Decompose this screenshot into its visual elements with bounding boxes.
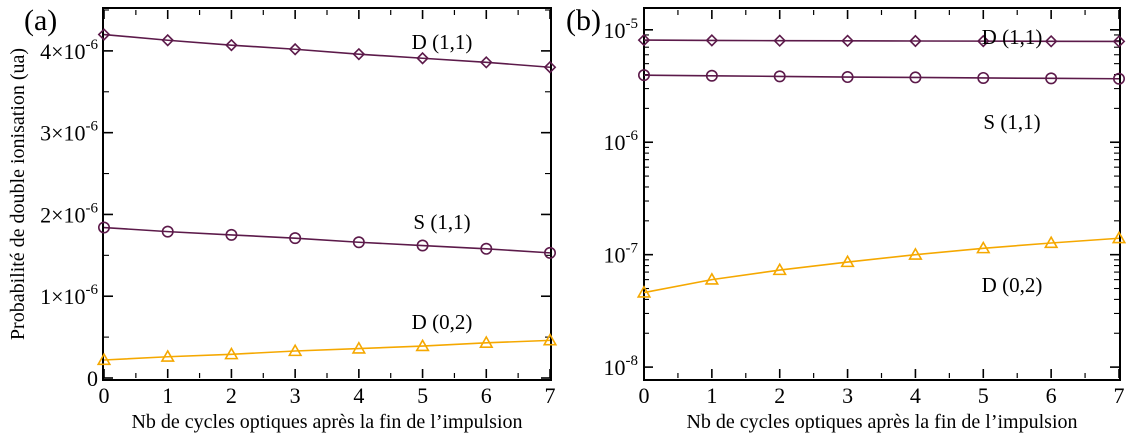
panel-b-series-label: D (1,1) [982, 25, 1043, 49]
panel-b-ytick-label: 10-5 [604, 16, 639, 43]
panel-b-diamond-marker [773, 34, 787, 48]
panel-a-ytick-label: 2×10-6 [40, 200, 98, 227]
panel-a-xlabel: Nb de cycles optiques après la fin de l’… [131, 411, 522, 433]
panel-a-xtick-label: 1 [162, 383, 173, 408]
panel-a-circle-marker [543, 246, 556, 259]
panel-b-diamond-marker [705, 34, 719, 47]
panel-b-series-group: D (1,1) S (1,1) D (0,2) [636, 25, 1126, 298]
panel-a-triangle-marker [351, 341, 367, 354]
panel-b-series-line [643, 74, 1120, 80]
panel-a-triangle-marker [542, 332, 558, 346]
panel-b-circle-marker [637, 69, 650, 82]
panel-b-xtick-label: 1 [706, 383, 717, 408]
panel-a-circle-marker [480, 242, 493, 255]
panel-b-triangle-marker [772, 262, 787, 276]
panel-b-circle-marker [977, 71, 990, 84]
panel-b-series-label: D (0,2) [982, 273, 1043, 297]
panel-b-circle-marker [841, 71, 854, 84]
panel-b-axes: 0 1 2 3 4 5 6 7 10-8 10-7 10-6 10-5 [604, 10, 1125, 408]
panel-a: (a) Probabilité de double ionisation (ua… [7, 4, 558, 433]
panel-a-circle-marker [416, 239, 429, 252]
panel-a-triangle-marker [287, 343, 303, 357]
panel-b-xtick-label: 7 [1114, 383, 1125, 408]
panel-a-label: (a) [24, 4, 57, 37]
panel-a-series-group: D (1,1) S (1,1) D (0,2) [96, 28, 558, 366]
panel-b-ytick-label: 10-8 [604, 353, 639, 380]
panel-a-xtick-label: 3 [290, 383, 301, 408]
panel-b-series-line [643, 237, 1120, 294]
panel-a-diamond-marker [161, 33, 175, 47]
panel-b: (b) Nb de cycles optiques après la fin d… [566, 4, 1126, 433]
panel-a-axes: 0 1 2 3 4 5 6 7 0 1×10-6 2×10-6 3×10-6 4×10-6 [40, 9, 556, 408]
panel-a-series-line [103, 226, 551, 254]
panel-a-diamond-marker [416, 51, 429, 65]
panel-a-diamond-marker [288, 42, 302, 56]
panel-a-triangle-marker [415, 338, 430, 352]
panel-a-circle-marker [98, 221, 111, 234]
panel-a-triangle-marker [224, 346, 239, 360]
panel-a-series-line [103, 339, 551, 361]
panel-b-ytick-label: 10-7 [604, 241, 639, 268]
panel-a-circle-marker [225, 228, 238, 241]
panel-a-triangle-marker [96, 352, 112, 366]
panel-a-ylabel: Probabilité de double ionisation (ua) [7, 48, 29, 340]
panel-b-xlabel: Nb de cycles optiques après la fin de l’… [686, 411, 1077, 433]
panel-b-circle-marker [705, 69, 718, 82]
panel-a-ytick-label: 1×10-6 [40, 282, 98, 309]
panel-b-xtick-label: 2 [774, 383, 785, 408]
panel-a-xtick-label: 0 [99, 383, 110, 408]
panel-a-series-label: D (1,1) [412, 30, 473, 54]
panel-b-triangle-marker [1043, 235, 1059, 249]
panel-a-ytick-label: 3×10-6 [40, 119, 98, 146]
panel-a-xtick-label: 2 [226, 383, 237, 408]
panel-a-series-line [103, 33, 551, 69]
panel-b-triangle-marker [908, 247, 923, 260]
panel-a-ytick-label: 0 [87, 366, 98, 391]
panel-b-xtick-label: 0 [639, 383, 650, 408]
panel-a-xtick-label: 6 [481, 383, 492, 408]
panel-a-diamond-marker [225, 38, 238, 52]
panel-b-circle-marker [909, 71, 922, 84]
panel-b-series-line [643, 39, 1120, 43]
panel-b-diamond-marker [976, 34, 990, 48]
panel-a-triangle-marker [479, 335, 494, 348]
panel-a-ytick-label: 4×10-6 [40, 37, 98, 64]
panel-b-frame [643, 7, 1121, 381]
panel-b-diamond-marker [841, 34, 854, 48]
panel-a-diamond-marker [543, 60, 557, 74]
panel-b-diamond-marker [637, 33, 651, 47]
panel-a-frame [102, 7, 552, 381]
panel-a-circle-marker [161, 225, 174, 238]
panel-b-ytick-label: 10-6 [604, 128, 639, 155]
panel-b-diamond-marker [1112, 35, 1126, 48]
panel-a-circle-marker [352, 236, 365, 249]
panel-a-diamond-marker [352, 47, 366, 61]
panel-a-xtick-label: 5 [417, 383, 428, 408]
panel-b-circle-marker [1045, 72, 1058, 85]
panel-b-xtick-label: 6 [1046, 383, 1057, 408]
panel-b-triangle-marker [1111, 230, 1126, 244]
panel-b-xtick-label: 4 [910, 383, 921, 408]
panel-b-xtick-label: 3 [842, 383, 853, 408]
panel-b-triangle-marker [976, 240, 991, 254]
panel-b-label: (b) [566, 4, 601, 37]
panel-a-xtick-label: 4 [353, 383, 364, 408]
panel-b-circle-marker [1113, 72, 1126, 85]
panel-a-series-label: S (1,1) [413, 210, 470, 234]
panel-a-series-label: D (0,2) [412, 310, 473, 334]
panel-b-triangle-marker [840, 254, 855, 268]
panel-b-diamond-marker [909, 34, 922, 48]
panel-b-series-label: S (1,1) [983, 110, 1040, 134]
panel-a-xtick-label: 7 [545, 383, 556, 408]
panel-b-triangle-marker [704, 272, 720, 285]
panel-b-triangle-marker [636, 285, 652, 298]
panel-b-diamond-marker [1044, 34, 1058, 48]
panel-a-triangle-marker [160, 349, 175, 362]
panel-a-diamond-marker [479, 56, 493, 69]
panel-a-circle-marker [289, 232, 302, 245]
panel-b-circle-marker [773, 70, 786, 83]
panel-a-diamond-marker [97, 28, 111, 41]
panel-b-xtick-label: 5 [978, 383, 989, 408]
